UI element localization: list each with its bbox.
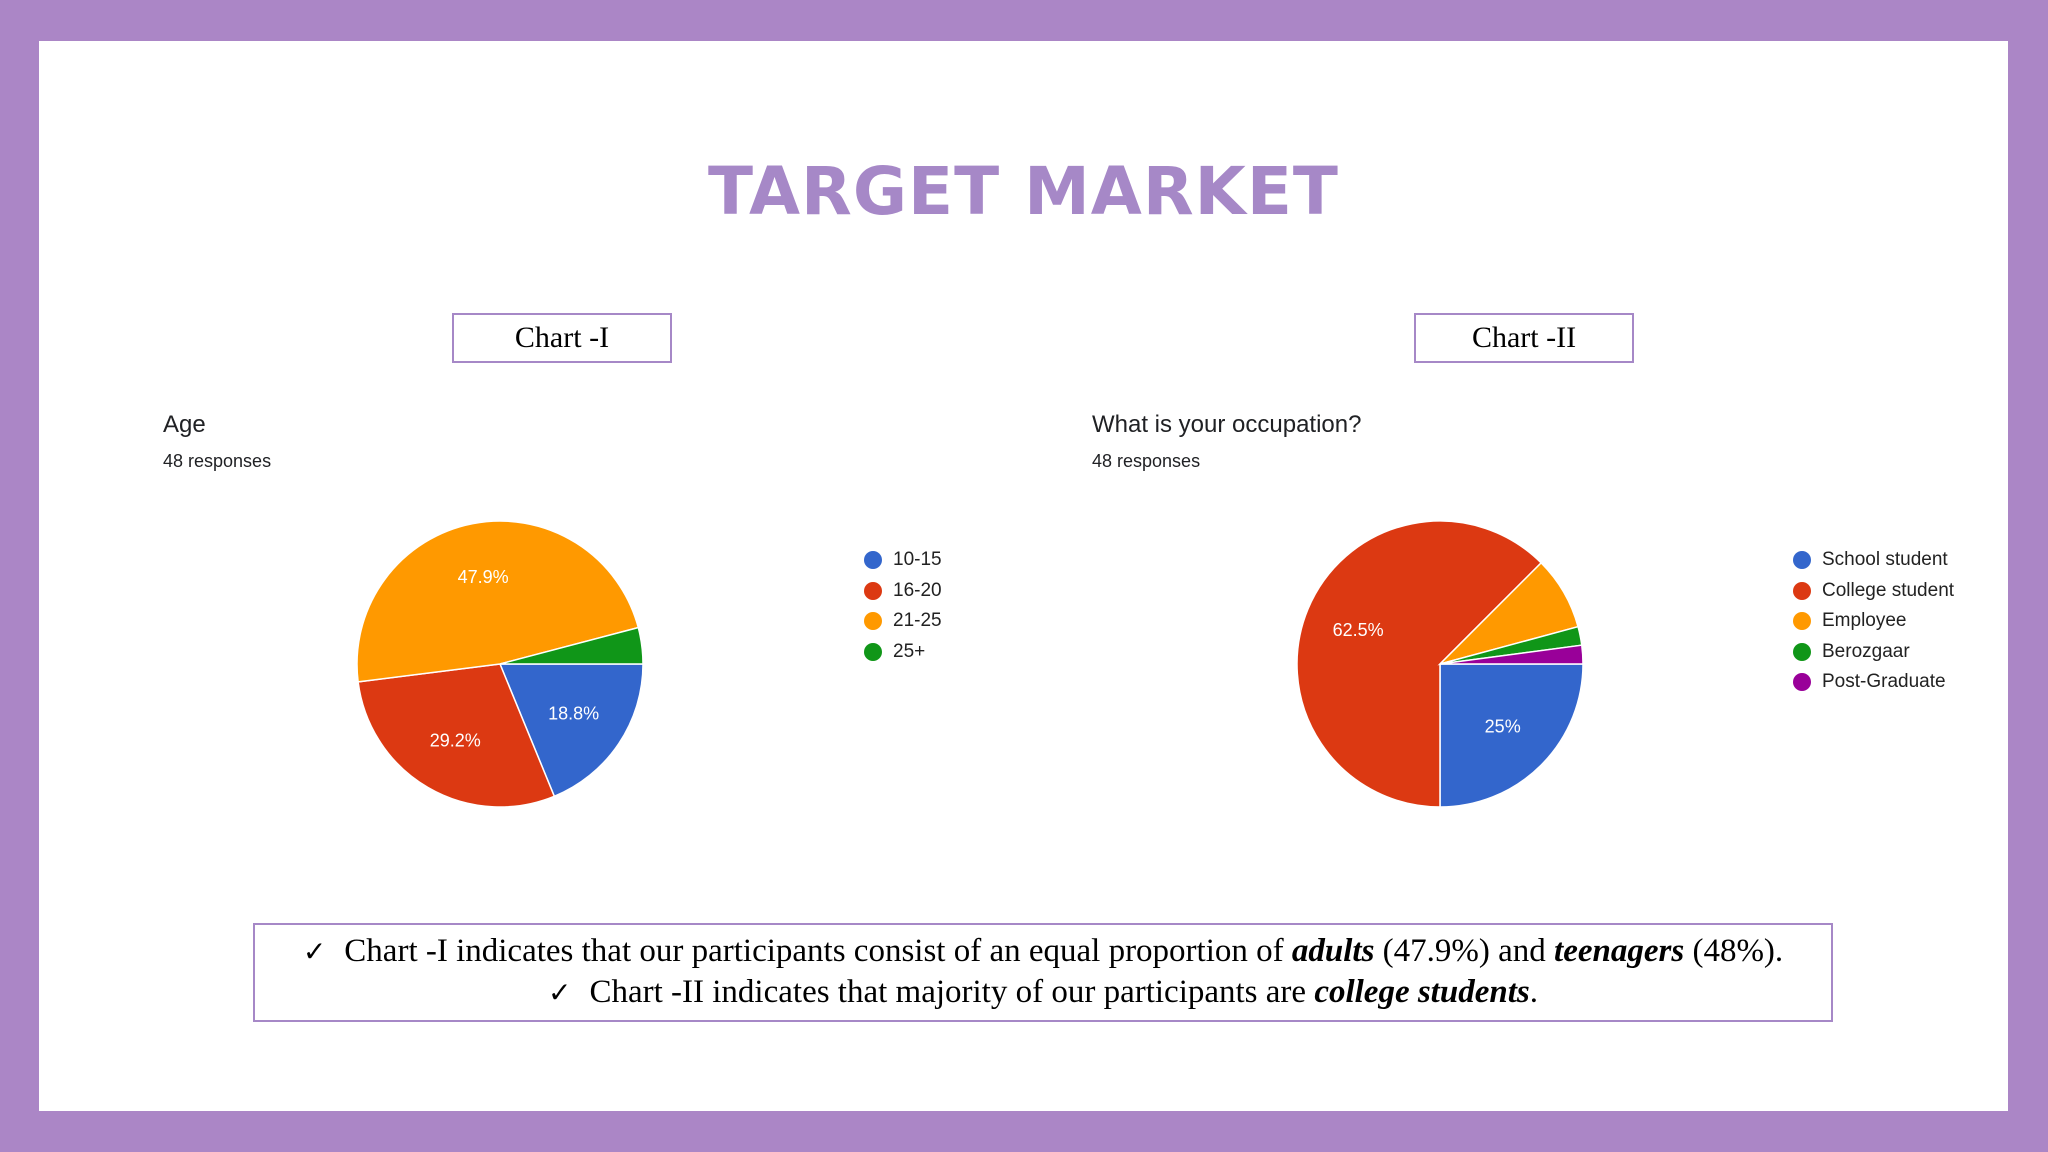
pie-slice-school-student <box>1439 663 1584 808</box>
pie-data-label: 29.2% <box>430 731 481 751</box>
legend-label: Post-Graduate <box>1822 671 1946 693</box>
pie-data-label: 47.9% <box>458 567 509 587</box>
legend-dot-icon <box>864 642 882 661</box>
legend-item: 10-15 <box>864 545 942 576</box>
legend-item: 21-25 <box>864 606 942 637</box>
pie-slice-16-20 <box>357 663 556 808</box>
check-icon: ✓ <box>548 976 572 1009</box>
summary-1-teenagers: teenagers <box>1554 933 1685 969</box>
legend-dot-icon <box>1793 581 1811 600</box>
chart-1-legend: 10-15 16-20 21-25 25+ <box>864 545 942 667</box>
pie-slice-10-15 <box>498 663 644 798</box>
legend-label: Berozgaar <box>1822 640 1910 662</box>
legend-dot-icon <box>1793 551 1811 570</box>
chart-1-label: Chart -I <box>452 313 672 363</box>
pie-slice-21-25 <box>356 520 640 683</box>
pie-slice-25- <box>499 626 644 665</box>
pie-data-label: 62.5% <box>1333 620 1384 640</box>
chart-2-label: Chart -II <box>1414 313 1634 363</box>
legend-label: 25+ <box>893 640 926 662</box>
check-icon: ✓ <box>302 935 327 968</box>
pie-data-label: 25% <box>1485 717 1521 737</box>
summary-1-text-a: Chart -I indicates that our participants… <box>344 933 1292 969</box>
chart-1-subtitle: 48 responses <box>163 451 272 471</box>
chart-2-title: What is your occupation? <box>1092 411 1362 438</box>
summary-line-1: ✓ Chart -I indicates that our participant… <box>255 931 1831 972</box>
chart-2-legend: School student College student Employee Ber… <box>1793 545 1954 698</box>
legend-dot-icon <box>864 581 882 600</box>
pie-data-label: 18.8% <box>548 703 599 723</box>
legend-label: 21-25 <box>893 610 942 632</box>
legend-dot-icon <box>1793 673 1811 692</box>
chart-1-pie: 18.8% 29.2% 47.9% <box>356 520 644 808</box>
summary-2-college-students: college students <box>1314 974 1530 1010</box>
legend-dot-icon <box>864 612 882 631</box>
legend-item: School student <box>1793 545 1954 576</box>
legend-item: Employee <box>1793 606 1954 637</box>
summary-1-text-c: (47.9%) and <box>1374 933 1555 969</box>
summary-1-text-e: (48%). <box>1684 933 1784 969</box>
legend-label: 10-15 <box>893 549 942 571</box>
chart-2-pie: 25% 62.5% <box>1296 520 1584 808</box>
legend-dot-icon <box>1793 642 1811 661</box>
legend-label: School student <box>1822 549 1948 571</box>
summary-1-adults: adults <box>1291 933 1375 969</box>
legend-item: Berozgaar <box>1793 637 1954 668</box>
summary-box: ✓ Chart -I indicates that our participant… <box>253 923 1833 1022</box>
legend-dot-icon <box>864 551 882 570</box>
legend-label: Employee <box>1822 610 1907 632</box>
legend-item: 16-20 <box>864 576 942 607</box>
legend-dot-icon <box>1793 612 1811 631</box>
legend-item: Post-Graduate <box>1793 667 1954 698</box>
summary-line-2: ✓ Chart -II indicates that majority of ou… <box>255 972 1831 1013</box>
legend-label: 16-20 <box>893 579 942 601</box>
pie-slice-college-student <box>1296 520 1543 808</box>
summary-2-text-a: Chart -II indicates that majority of our… <box>589 974 1315 1010</box>
legend-label: College student <box>1822 579 1955 601</box>
summary-2-text-c: . <box>1529 974 1538 1010</box>
legend-item: College student <box>1793 576 1954 607</box>
pie-slice-post-graduate <box>1439 644 1584 665</box>
legend-item: 25+ <box>864 637 942 668</box>
chart-2-subtitle: 48 responses <box>1092 451 1201 471</box>
slide-title: TARGET MARKET <box>708 153 1339 230</box>
chart-1-title: Age <box>163 411 206 438</box>
slide: TARGET MARKET Chart -I Chart -II Age 48 … <box>39 41 2008 1111</box>
